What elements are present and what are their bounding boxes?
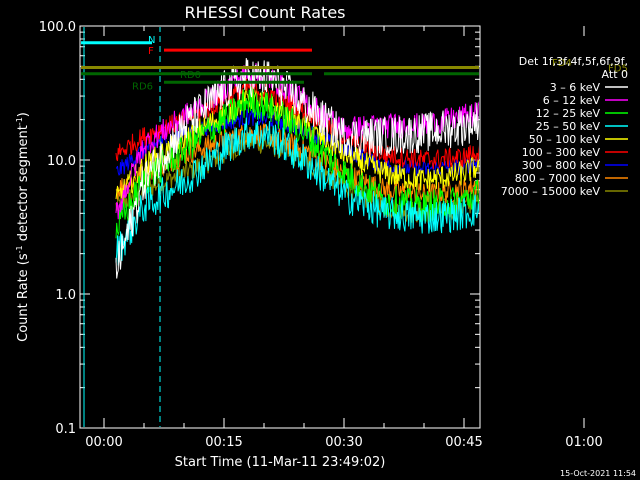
series-line-2 bbox=[115, 86, 479, 239]
legend-label: 12 – 25 keV bbox=[536, 107, 601, 120]
y-tick-label: 0.1 bbox=[55, 422, 76, 437]
legend-label: 50 – 100 keV bbox=[529, 133, 601, 146]
y-axis-label-sup2: -1 bbox=[15, 117, 24, 125]
x-tick-label: 00:00 bbox=[85, 435, 122, 450]
state-bar-label: N bbox=[148, 35, 155, 46]
state-bar-label: F bbox=[148, 46, 154, 57]
y-axis-label-sup1: -1 bbox=[15, 245, 24, 253]
legend-label: 300 – 800 keV bbox=[522, 159, 601, 172]
x-tick-label: 00:45 bbox=[445, 435, 482, 450]
legend-header: Att 0 bbox=[602, 68, 628, 81]
y-axis-label: Count Rate (s-1 detector segment-1) bbox=[15, 112, 31, 342]
series-line-3 bbox=[115, 117, 479, 266]
state-bar-label: RD0 bbox=[180, 70, 201, 81]
y-tick-label: 100.0 bbox=[39, 20, 76, 35]
y-axis-label-mid: detector segment bbox=[16, 125, 31, 245]
legend-label: 3 – 6 keV bbox=[550, 81, 601, 94]
y-tick-label: 1.0 bbox=[55, 288, 76, 303]
legend-label: 6 – 12 keV bbox=[543, 94, 601, 107]
x-tick-label: 00:15 bbox=[205, 435, 242, 450]
legend-header: Det 1f,3f,4f,5f,6f,9f, bbox=[519, 55, 628, 68]
legend-label: 7000 – 15000 keV bbox=[501, 185, 601, 198]
series-line-0 bbox=[115, 58, 479, 279]
y-tick-label: 10.0 bbox=[47, 154, 76, 169]
x-tick-label: 01:00 bbox=[565, 435, 602, 450]
timestamp: 15-Oct-2021 11:54 bbox=[560, 469, 636, 478]
x-tick-label: 00:30 bbox=[325, 435, 362, 450]
state-bar-label: RD6 bbox=[132, 81, 153, 92]
legend-label: 800 – 7000 keV bbox=[515, 172, 601, 185]
chart-title: RHESSI Count Rates bbox=[185, 3, 346, 22]
state-bar-label: FD4 bbox=[552, 58, 572, 69]
plot-frame bbox=[79, 25, 481, 429]
data-layer bbox=[81, 27, 479, 427]
x-axis-label: Start Time (11-Mar-11 23:49:02) bbox=[175, 455, 386, 470]
y-axis-label-end: ) bbox=[16, 112, 31, 117]
plot-area: 0.1 1.0 10.0 100.0 00:00 00:15 00:30 00:45 01:00… bbox=[39, 20, 628, 450]
legend-label: 100 – 300 keV bbox=[522, 146, 601, 159]
state-bar-label: FD5 bbox=[608, 64, 628, 75]
series-line-7 bbox=[115, 123, 479, 204]
y-axis-label-start: Count Rate (s bbox=[16, 253, 31, 342]
legend-label: 25 – 50 keV bbox=[536, 120, 601, 133]
